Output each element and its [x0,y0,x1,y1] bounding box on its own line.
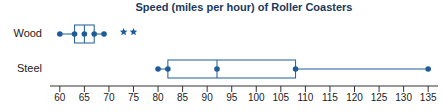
svg-text:60: 60 [54,92,66,103]
svg-text:120: 120 [346,92,363,103]
svg-text:135: 135 [420,92,434,103]
svg-text:125: 125 [371,92,388,103]
svg-text:130: 130 [395,92,412,103]
svg-text:75: 75 [128,92,140,103]
svg-text:85: 85 [177,92,189,103]
svg-text:110: 110 [297,92,313,103]
svg-text:Wood: Wood [13,27,42,39]
svg-text:105: 105 [272,92,289,103]
html-text:Speed (miles per hour) of Roll: Speed (miles per hour) of Roller Coaster… [135,1,353,13]
svg-text:65: 65 [79,92,91,103]
svg-text:Steel: Steel [17,62,42,74]
svg-text:70: 70 [103,92,115,103]
svg-text:115: 115 [322,92,338,103]
svg-text:90: 90 [202,92,214,103]
svg-text:95: 95 [226,92,238,103]
svg-text:80: 80 [152,92,164,103]
svg-text:100: 100 [248,92,265,103]
